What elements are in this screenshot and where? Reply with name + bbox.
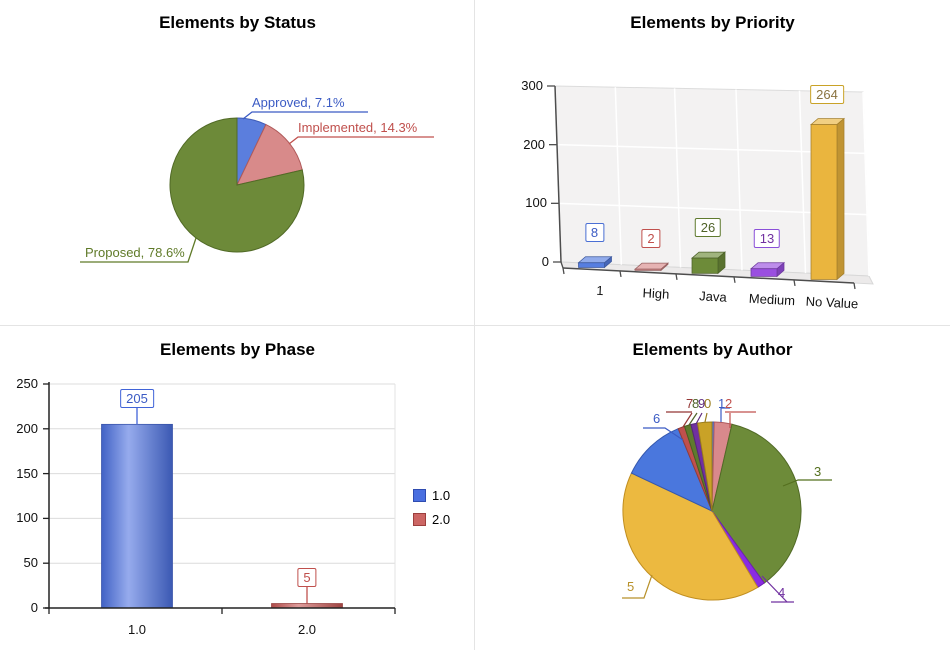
callout-line-author-9 [695, 412, 703, 425]
legend-label-2: 2.0 [432, 512, 451, 527]
chart-status[interactable]: Elements by Status Approved, 7.1% Implem… [0, 0, 475, 325]
phase-ytick-250: 250 [16, 376, 38, 391]
pie-slice-proposed[interactable] [169, 117, 305, 253]
bar-phase-1.0[interactable] [101, 423, 173, 609]
chart-phase[interactable]: Elements by Phase 0 50 100 150 200 250 1.0 2.0 2… [0, 325, 475, 650]
legend-label-1: 1.0 [432, 488, 451, 503]
pie-label-author-0: 0 [704, 396, 712, 411]
pie-label-author-2: 2 [725, 396, 733, 411]
value-label-high: 2 [641, 229, 661, 249]
phase-ytick-50: 50 [23, 555, 38, 571]
pie-label-author-1: 1 [718, 396, 726, 411]
chart-priority[interactable]: Elements by Priority 0 100 200 300 8 1 2 High 26… [475, 0, 950, 325]
value-label-medium: 13 [753, 228, 781, 248]
callout-line-author-1 [720, 407, 730, 422]
bar3d-side-4 [836, 117, 845, 281]
priority-ytick-100: 100 [525, 195, 547, 211]
status-pie-canvas [80, 111, 434, 263]
pie-label-author-6: 6 [653, 411, 661, 426]
pie-slice-0[interactable] [696, 421, 713, 512]
callout-line-author-4a [761, 575, 788, 603]
legend-item-1: 1.0 [413, 488, 450, 503]
bar-high[interactable] [634, 268, 662, 271]
priority-ytick-0: 0 [541, 254, 549, 269]
phase-ytick-0: 0 [30, 600, 38, 615]
pie-label-author-9: 9 [698, 396, 706, 411]
callout-line-author-8 [688, 412, 698, 426]
phase-xlabel-1.0: 1.0 [127, 622, 147, 637]
callout-line-author-6 [643, 427, 684, 441]
phase-xlabel-2.0: 2.0 [297, 622, 317, 637]
legend-swatch-1 [413, 489, 426, 502]
callout-line-proposed [80, 237, 197, 263]
phase-ytick-150: 150 [16, 465, 38, 481]
priority-ytick-200: 200 [523, 136, 545, 152]
callout-line-author-5 [622, 574, 653, 599]
chart-title-priority: Elements by Priority [630, 13, 795, 32]
pie-label-author-7: 7 [686, 396, 694, 411]
bar-java[interactable] [691, 257, 719, 274]
pie-label-author-4: 4 [778, 585, 786, 600]
pie-label-author-3: 3 [814, 464, 822, 479]
callout-line-implemented [288, 136, 434, 145]
value-label-phase-2.0: 5 [297, 568, 317, 587]
pie-label-author-5: 5 [627, 579, 635, 594]
priority-xlabel-java: Java [698, 288, 728, 306]
callout-line-approved [242, 111, 368, 120]
phase-legend: 1.0 2.0 [413, 488, 450, 536]
bar-no-value[interactable] [810, 124, 838, 280]
legend-item-2: 2.0 [413, 512, 450, 527]
chart-title-phase: Elements by Phase [160, 340, 315, 359]
horizontal-divider [0, 325, 950, 326]
bar-1[interactable] [578, 262, 605, 268]
value-label-1: 8 [584, 222, 605, 242]
callout-line-author-7b [682, 412, 693, 428]
pie-slice-3[interactable] [711, 423, 802, 584]
callout-line-author-0 [704, 412, 708, 423]
phase-bar-canvas [43, 382, 396, 614]
pie-label-author-8: 8 [692, 396, 700, 411]
legend-swatch-2 [413, 513, 426, 526]
author-pie-canvas [622, 407, 832, 603]
chart-title-status: Elements by Status [159, 13, 316, 32]
pie-label-approved: Approved, 7.1% [252, 95, 345, 110]
priority-bar3d-canvas [547, 85, 874, 290]
priority-ytick-300: 300 [521, 78, 543, 93]
value-label-no-value: 264 [810, 84, 844, 104]
value-label-java: 26 [694, 218, 722, 238]
value-label-phase-1.0: 205 [120, 389, 154, 408]
priority-xlabel-1: 1 [595, 283, 604, 299]
pie-slice-6[interactable] [630, 428, 713, 513]
callout-line-author-3 [782, 479, 832, 487]
bar-medium[interactable] [750, 268, 778, 277]
priority-xlabel-high: High [642, 285, 670, 303]
priority-xlabel-medium: Medium [748, 291, 796, 309]
pie-slice-5[interactable] [622, 472, 759, 601]
phase-ytick-100: 100 [16, 510, 38, 526]
pie-label-proposed: Proposed, 78.6% [85, 245, 185, 260]
phase-ytick-200: 200 [16, 420, 38, 436]
pie-label-implemented: Implemented, 14.3% [298, 120, 418, 135]
chart-title-author: Elements by Author [632, 340, 793, 359]
chart-author[interactable]: Elements by Author 1 2 3 4 5 6 7 8 9 0 [475, 325, 950, 650]
